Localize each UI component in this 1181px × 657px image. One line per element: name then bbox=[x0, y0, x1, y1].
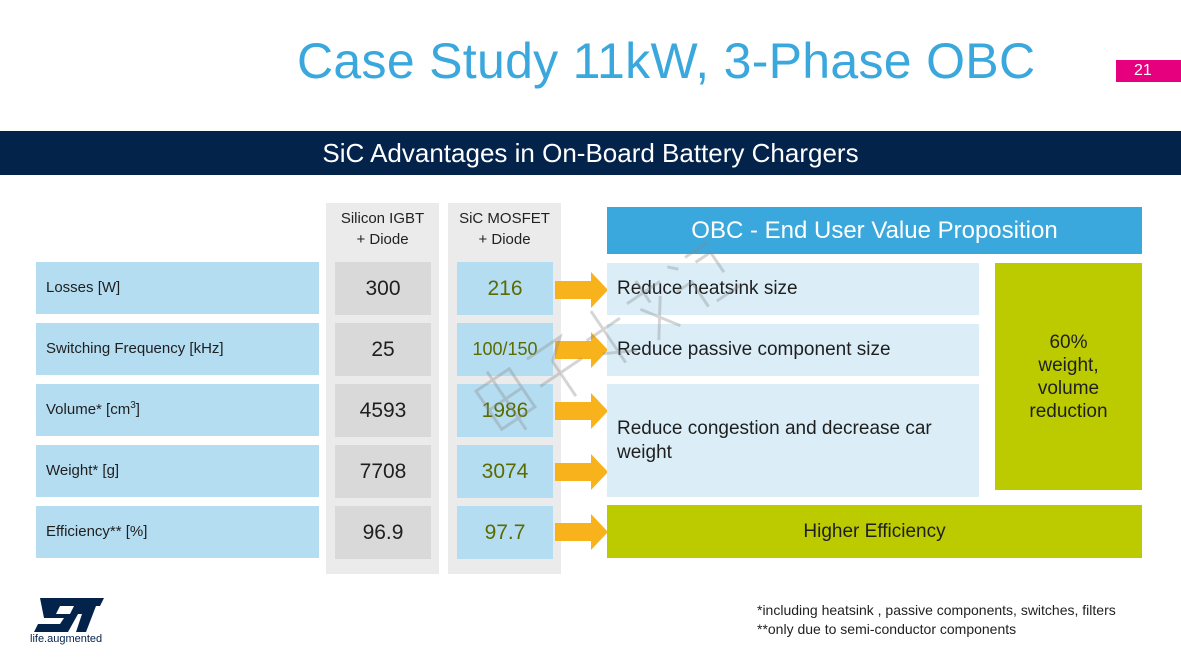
igbt-header-line2: + Diode bbox=[356, 231, 409, 248]
igbt-header-line1: Silicon IGBT bbox=[340, 210, 425, 227]
sic-value-losses: 216 bbox=[457, 262, 553, 315]
page-number: 21 bbox=[1116, 60, 1181, 82]
value-heatsink-text: Reduce heatsink size bbox=[617, 278, 798, 299]
logo-tagline: life.augmented bbox=[30, 633, 103, 645]
sic-column-header: SiC MOSFET + Diode bbox=[448, 208, 561, 250]
value-congestion-box: Reduce congestion and decrease car weigh… bbox=[607, 384, 979, 497]
weight-volume-reduction-box: 60% weight, volume reduction bbox=[995, 263, 1142, 490]
st-logo-icon bbox=[34, 598, 104, 632]
sic-value-efficiency: 97.7 bbox=[457, 506, 553, 559]
igbt-value-switching-frequency: 25 bbox=[335, 323, 431, 376]
section-banner: SiC Advantages in On-Board Battery Charg… bbox=[0, 131, 1181, 175]
row-label-efficiency: Efficiency** [%] bbox=[36, 506, 319, 558]
volume-label-text: Volume* [cm bbox=[46, 401, 131, 418]
sic-value-volume: 1986 bbox=[457, 384, 553, 437]
igbt-value-volume: 4593 bbox=[335, 384, 431, 437]
sic-value-switching-frequency: 100/150 bbox=[457, 323, 553, 376]
sic-header-line2: + Diode bbox=[478, 231, 531, 248]
value-proposition-header: OBC - End User Value Proposition bbox=[607, 207, 1142, 254]
arrow-right-icon bbox=[555, 514, 608, 550]
arrow-right-icon bbox=[555, 332, 608, 368]
sic-header-line1: SiC MOSFET bbox=[459, 210, 550, 227]
arrow-right-icon bbox=[555, 454, 608, 490]
value-heatsink-box: Reduce heatsink size bbox=[607, 263, 979, 315]
footnote-semiconductor: **only due to semi-conductor components bbox=[757, 621, 1017, 637]
row-label-losses: Losses [W] bbox=[36, 262, 319, 314]
value-passive-text: Reduce passive component size bbox=[617, 339, 891, 360]
igbt-value-efficiency: 96.9 bbox=[335, 506, 431, 559]
igbt-value-losses: 300 bbox=[335, 262, 431, 315]
row-label-volume: Volume* [cm3] bbox=[36, 384, 319, 436]
weight-volume-reduction-text: 60% weight, volume reduction bbox=[1029, 331, 1108, 422]
slide-title: Case Study 11kW, 3-Phase OBC bbox=[297, 33, 1036, 89]
row-label-weight: Weight* [g] bbox=[36, 445, 319, 497]
higher-efficiency-box: Higher Efficiency bbox=[607, 505, 1142, 558]
sic-value-weight: 3074 bbox=[457, 445, 553, 498]
volume-label-superscript: 3 bbox=[130, 400, 136, 411]
igbt-column-header: Silicon IGBT + Diode bbox=[326, 208, 439, 250]
value-congestion-text: Reduce congestion and decrease car weigh… bbox=[617, 417, 932, 463]
arrow-right-icon bbox=[555, 393, 608, 429]
footnote-heatsink: *including heatsink , passive components… bbox=[757, 602, 1116, 618]
arrow-right-icon bbox=[555, 272, 608, 308]
igbt-value-weight: 7708 bbox=[335, 445, 431, 498]
value-passive-box: Reduce passive component size bbox=[607, 324, 979, 376]
volume-label-end: ] bbox=[135, 401, 140, 418]
row-label-switching-frequency: Switching Frequency [kHz] bbox=[36, 323, 319, 375]
